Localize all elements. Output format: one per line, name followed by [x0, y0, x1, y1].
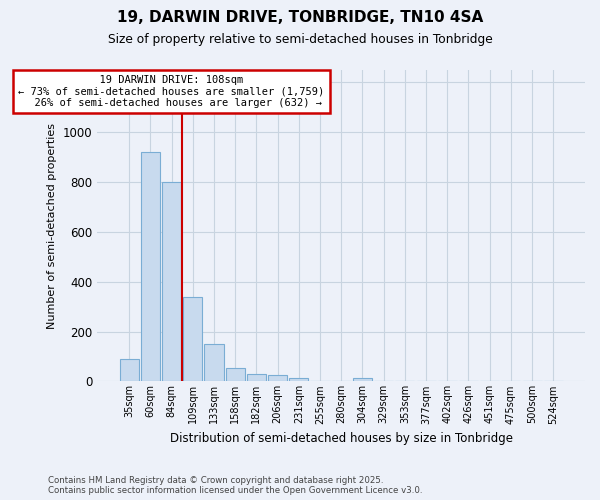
Bar [226, 368, 245, 382]
Bar [119, 359, 139, 382]
Bar [205, 344, 224, 382]
Text: 19, DARWIN DRIVE, TONBRIDGE, TN10 4SA: 19, DARWIN DRIVE, TONBRIDGE, TN10 4SA [117, 10, 483, 25]
Text: Size of property relative to semi-detached houses in Tonbridge: Size of property relative to semi-detach… [107, 32, 493, 46]
Bar [162, 182, 181, 382]
Bar [183, 296, 202, 382]
Text: Contains HM Land Registry data © Crown copyright and database right 2025.
Contai: Contains HM Land Registry data © Crown c… [48, 476, 422, 495]
Bar [247, 374, 266, 382]
Bar [353, 378, 372, 382]
Bar [268, 375, 287, 382]
Bar [289, 378, 308, 382]
Bar [141, 152, 160, 382]
Text: 19 DARWIN DRIVE: 108sqm  
← 73% of semi-detached houses are smaller (1,759)
  26: 19 DARWIN DRIVE: 108sqm ← 73% of semi-de… [19, 75, 325, 108]
X-axis label: Distribution of semi-detached houses by size in Tonbridge: Distribution of semi-detached houses by … [170, 432, 513, 445]
Y-axis label: Number of semi-detached properties: Number of semi-detached properties [47, 122, 57, 328]
